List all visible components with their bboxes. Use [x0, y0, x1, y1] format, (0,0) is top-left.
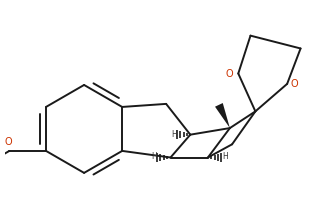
Text: O: O — [291, 79, 298, 89]
Text: H: H — [222, 152, 228, 161]
Text: H: H — [151, 152, 157, 161]
Text: O: O — [226, 69, 233, 79]
Text: H: H — [171, 130, 177, 139]
Polygon shape — [215, 103, 230, 128]
Text: O: O — [5, 137, 13, 147]
